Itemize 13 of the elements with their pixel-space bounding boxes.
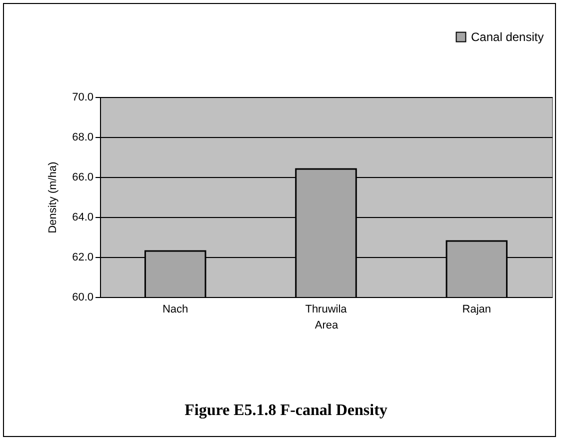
y-axis-title: Density (m/ha) [47,162,60,234]
y-tick-label: 60.0 [72,292,94,304]
y-tick-label: 68.0 [72,132,94,144]
legend-label: Canal density [471,30,544,44]
y-tick-label: 64.0 [72,212,94,224]
x-tick-label: Nach [162,304,188,316]
y-tick-label: 70.0 [72,92,94,104]
x-axis-title: Area [314,320,339,332]
y-tick-label: 62.0 [72,252,94,264]
x-tick-label: Rajan [462,304,492,316]
text: Figure E5.1.8 F-canal Density [184,402,388,419]
y-tick-label: 66.0 [72,172,94,184]
x-tick-label: Thruwila [305,304,348,316]
